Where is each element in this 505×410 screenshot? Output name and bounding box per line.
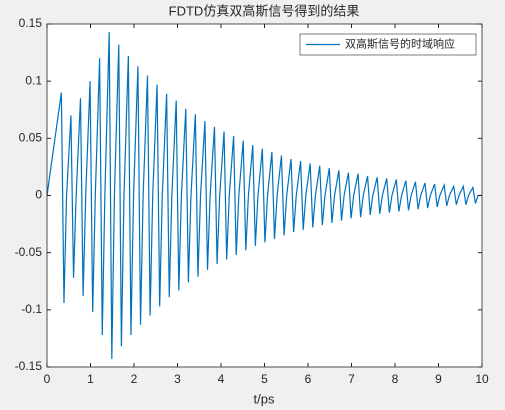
x-tick-label: 5 bbox=[261, 372, 268, 386]
chart-title: FDTD仿真双高斯信号得到的结果 bbox=[169, 3, 360, 18]
x-tick-label: 0 bbox=[44, 372, 51, 386]
y-tick-label: -0.15 bbox=[15, 359, 43, 373]
x-tick-label: 4 bbox=[218, 372, 225, 386]
x-tick-label: 7 bbox=[348, 372, 355, 386]
y-tick-label: -0.1 bbox=[21, 302, 42, 316]
x-tick-label: 6 bbox=[305, 372, 312, 386]
x-tick-label: 3 bbox=[174, 372, 181, 386]
x-tick-label: 9 bbox=[435, 372, 442, 386]
y-tick-label: 0 bbox=[35, 188, 42, 202]
y-tick-label: 0.1 bbox=[25, 73, 42, 87]
x-tick-label: 2 bbox=[131, 372, 138, 386]
x-tick-label: 10 bbox=[475, 372, 489, 386]
y-tick-label: -0.05 bbox=[15, 245, 43, 259]
legend-box bbox=[299, 33, 477, 56]
x-tick-label: 8 bbox=[392, 372, 399, 386]
x-tick-label: 1 bbox=[87, 372, 94, 386]
y-tick-label: 0.05 bbox=[19, 131, 43, 145]
legend-label: 双高斯信号的时域响应 bbox=[345, 36, 455, 50]
data-line bbox=[46, 31, 482, 360]
y-tick-label: 0.15 bbox=[19, 16, 43, 30]
x-axis-label: t/ps bbox=[254, 391, 275, 406]
